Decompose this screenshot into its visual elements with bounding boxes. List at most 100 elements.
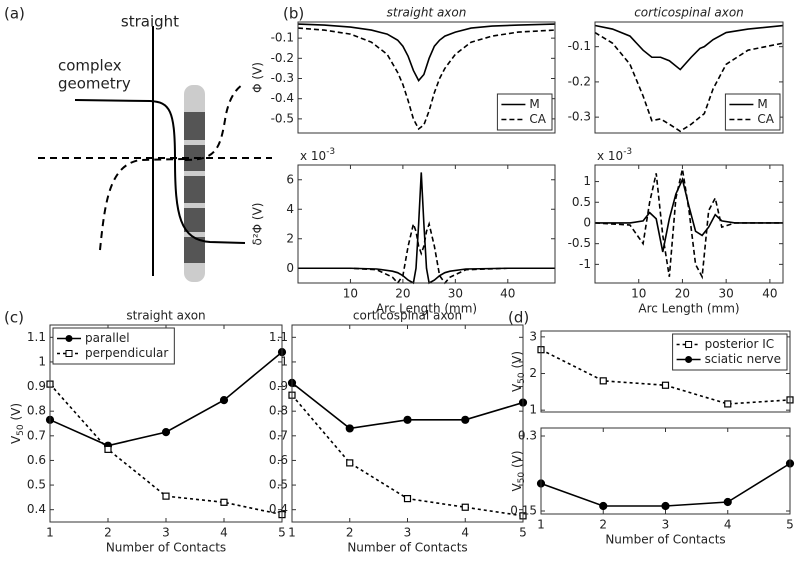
x-tick-label: 4 bbox=[461, 526, 469, 540]
scale-exponent: -3 bbox=[623, 147, 632, 157]
x-axis-label: Arc Length (mm) bbox=[638, 302, 739, 316]
y-tick-label: 1 bbox=[280, 354, 288, 368]
y-tick-label: 0.4 bbox=[269, 502, 288, 516]
y-axis-label-sub: 50 bbox=[517, 472, 527, 484]
plot-frame bbox=[297, 164, 556, 284]
scale-label: x 10-3 bbox=[300, 147, 335, 163]
x-tick-label: 5 bbox=[278, 526, 286, 540]
x-axis-label: Number of Contacts bbox=[605, 533, 725, 547]
marker bbox=[345, 424, 354, 433]
y-tick-label: 4 bbox=[286, 202, 294, 216]
series-line bbox=[595, 177, 783, 253]
legend-label: perpendicular bbox=[85, 346, 168, 360]
y-axis-label: V50 (V) bbox=[9, 403, 26, 444]
legend-box bbox=[496, 93, 553, 131]
y-axis-label: V50 (V) bbox=[510, 450, 527, 491]
y-axis-label-part: (V) bbox=[510, 351, 524, 372]
y-tick-label: 1 bbox=[529, 403, 537, 417]
series-line bbox=[540, 462, 791, 507]
x-tick-label: 20 bbox=[395, 287, 410, 301]
legend-label: sciatic nerve bbox=[705, 352, 781, 366]
panel-label: (b) bbox=[283, 5, 304, 23]
y-tick-label: 0.15 bbox=[510, 504, 537, 518]
plot-frame bbox=[594, 164, 784, 284]
x-tick-label: 1 bbox=[288, 526, 296, 540]
legend: MCA bbox=[724, 93, 781, 131]
contact bbox=[184, 237, 205, 263]
x-tick-label: 40 bbox=[500, 287, 515, 301]
diagram-label: geometry bbox=[58, 75, 131, 93]
marker bbox=[724, 400, 732, 408]
y-axis-label: V50 (V) bbox=[510, 351, 527, 392]
legend-label: M bbox=[529, 97, 539, 111]
marker bbox=[346, 459, 354, 467]
series-line bbox=[594, 31, 784, 133]
y-tick-label: 0.8 bbox=[27, 404, 46, 418]
x-tick-label: 3 bbox=[662, 518, 670, 532]
y-tick-label: -0.5 bbox=[271, 111, 294, 125]
y-tick-label: -0.2 bbox=[568, 74, 591, 88]
x-tick-label: 2 bbox=[599, 518, 607, 532]
marker bbox=[599, 377, 607, 385]
y-axis-label-sub: 50 bbox=[517, 372, 527, 384]
marker bbox=[162, 492, 170, 500]
x-axis-label: Number of Contacts bbox=[106, 541, 226, 555]
scale-base: x 10 bbox=[597, 149, 623, 163]
legend-marker bbox=[65, 335, 73, 342]
y-tick-label: 1.1 bbox=[269, 330, 288, 344]
y-axis-label-part: (V) bbox=[9, 403, 23, 424]
x-tick-label: 2 bbox=[104, 526, 112, 540]
contact bbox=[184, 208, 205, 232]
x-tick-label: 1 bbox=[537, 518, 545, 532]
plot-frame bbox=[49, 324, 283, 523]
y-tick-label: 0.6 bbox=[27, 453, 46, 467]
marker bbox=[723, 497, 732, 507]
panel-label: (a) bbox=[4, 5, 25, 23]
y-axis-label-part: (V) bbox=[510, 450, 524, 471]
series-line bbox=[297, 23, 556, 82]
diagram-label: complex bbox=[58, 57, 122, 75]
legend-box bbox=[672, 333, 788, 371]
chart-title: corticospinal axon bbox=[353, 309, 462, 323]
x-tick-label: 5 bbox=[519, 526, 527, 540]
y-tick-label: 0.9 bbox=[27, 379, 46, 393]
marker bbox=[661, 381, 670, 389]
y-tick-label: 0.7 bbox=[269, 428, 288, 442]
x-tick-label: 3 bbox=[162, 526, 170, 540]
x-axis-label: Arc Length (mm) bbox=[376, 302, 477, 316]
marker bbox=[461, 503, 469, 511]
y-tick-label: 0.5 bbox=[27, 478, 46, 492]
scale-base: x 10 bbox=[300, 149, 326, 163]
y-tick-label: 0.8 bbox=[269, 404, 288, 418]
legend-marker bbox=[685, 341, 693, 348]
marker bbox=[104, 445, 112, 453]
legend-marker bbox=[65, 350, 73, 357]
panel-label: (d) bbox=[508, 309, 529, 327]
y-tick-label: 0.3 bbox=[518, 429, 537, 443]
legend-box bbox=[724, 93, 781, 131]
legend-label: posterior IC bbox=[705, 337, 775, 351]
chart-title: corticospinal axon bbox=[634, 6, 744, 20]
x-tick-label: 2 bbox=[346, 526, 354, 540]
plot-frame bbox=[297, 21, 556, 134]
marker bbox=[599, 501, 608, 511]
chart-title: straight axon bbox=[126, 309, 205, 323]
y-tick-label: 3 bbox=[529, 329, 537, 343]
y-tick-label: 0.6 bbox=[269, 453, 288, 467]
y-tick-label: 1 bbox=[583, 174, 591, 188]
contact bbox=[184, 112, 205, 140]
complex-axon bbox=[74, 99, 246, 244]
series-line bbox=[298, 221, 555, 285]
y-axis-label-part: V bbox=[9, 435, 23, 444]
marker bbox=[403, 495, 412, 503]
marker bbox=[220, 498, 228, 506]
legend-box bbox=[52, 327, 175, 365]
y-tick-label: -0.1 bbox=[271, 31, 294, 45]
scale-label: x 10-3 bbox=[597, 147, 632, 163]
marker bbox=[161, 428, 171, 437]
plot-frame bbox=[540, 330, 791, 413]
marker bbox=[219, 396, 229, 405]
x-tick-label: 10 bbox=[343, 287, 358, 301]
panel-label: (c) bbox=[4, 309, 24, 327]
